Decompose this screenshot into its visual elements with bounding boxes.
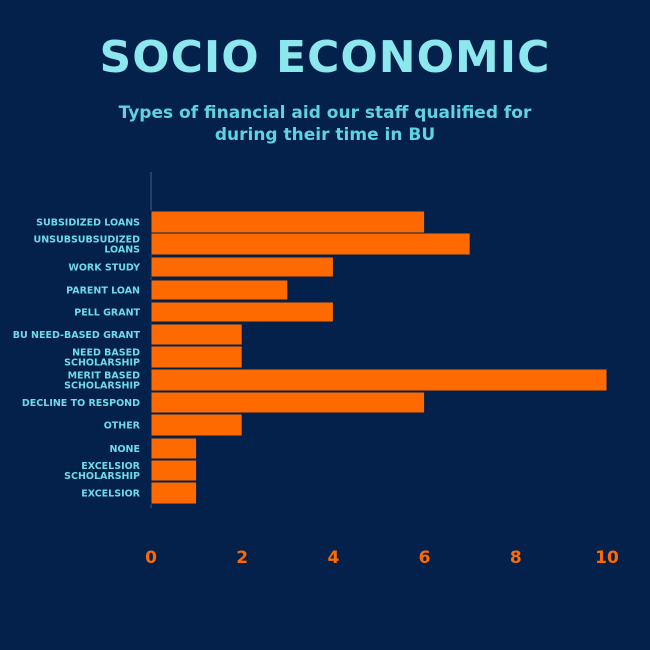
bar-3	[150, 279, 289, 301]
category-label-5: BU NEED-BASED GRANT	[13, 330, 141, 341]
chart-subtitle: Types of financial aid our staff qualifi…	[118, 103, 532, 145]
bar-9	[150, 413, 243, 437]
category-label-7: MERIT BASED SCHOLARSHIP	[64, 371, 140, 392]
bar-2	[150, 256, 334, 278]
x-tick-label-0: 0	[145, 548, 157, 568]
category-label-12: EXCELSIOR	[81, 489, 140, 500]
bar-12	[150, 481, 198, 505]
x-tick-label-3: 6	[419, 548, 431, 568]
x-tick-label-5: 10	[595, 548, 619, 568]
category-label-6: NEED BASED SCHOLARSHIP	[64, 348, 140, 369]
bar-1	[150, 232, 471, 256]
bar-0	[150, 210, 426, 234]
x-tick-label-4: 8	[510, 548, 522, 568]
category-label-8: DECLINE TO RESPOND	[22, 398, 140, 409]
x-tick-label-2: 4	[327, 548, 339, 568]
category-label-3: PARENT LOAN	[66, 286, 140, 297]
bar-7	[150, 368, 608, 392]
x-tick-label-1: 2	[236, 548, 248, 568]
category-label-10: NONE	[110, 444, 140, 455]
bar-8	[150, 391, 426, 414]
bar-10	[150, 437, 198, 460]
category-label-9: OTHER	[104, 421, 141, 432]
category-label-0: SUBSIDIZED LOANS	[36, 218, 140, 229]
category-label-4: PELL GRANT	[74, 308, 140, 319]
bar-6	[150, 345, 243, 369]
category-label-2: WORK STUDY	[68, 263, 140, 274]
category-label-11: EXCELSIOR SCHOLARSHIP	[64, 461, 141, 482]
bar-4	[150, 301, 334, 323]
category-label-1: UNSUBSUBSUDIZED LOANS	[34, 235, 141, 256]
bar-11	[150, 459, 198, 482]
chart-title: SOCIO ECONOMIC	[99, 32, 551, 83]
bar-5	[150, 323, 243, 346]
